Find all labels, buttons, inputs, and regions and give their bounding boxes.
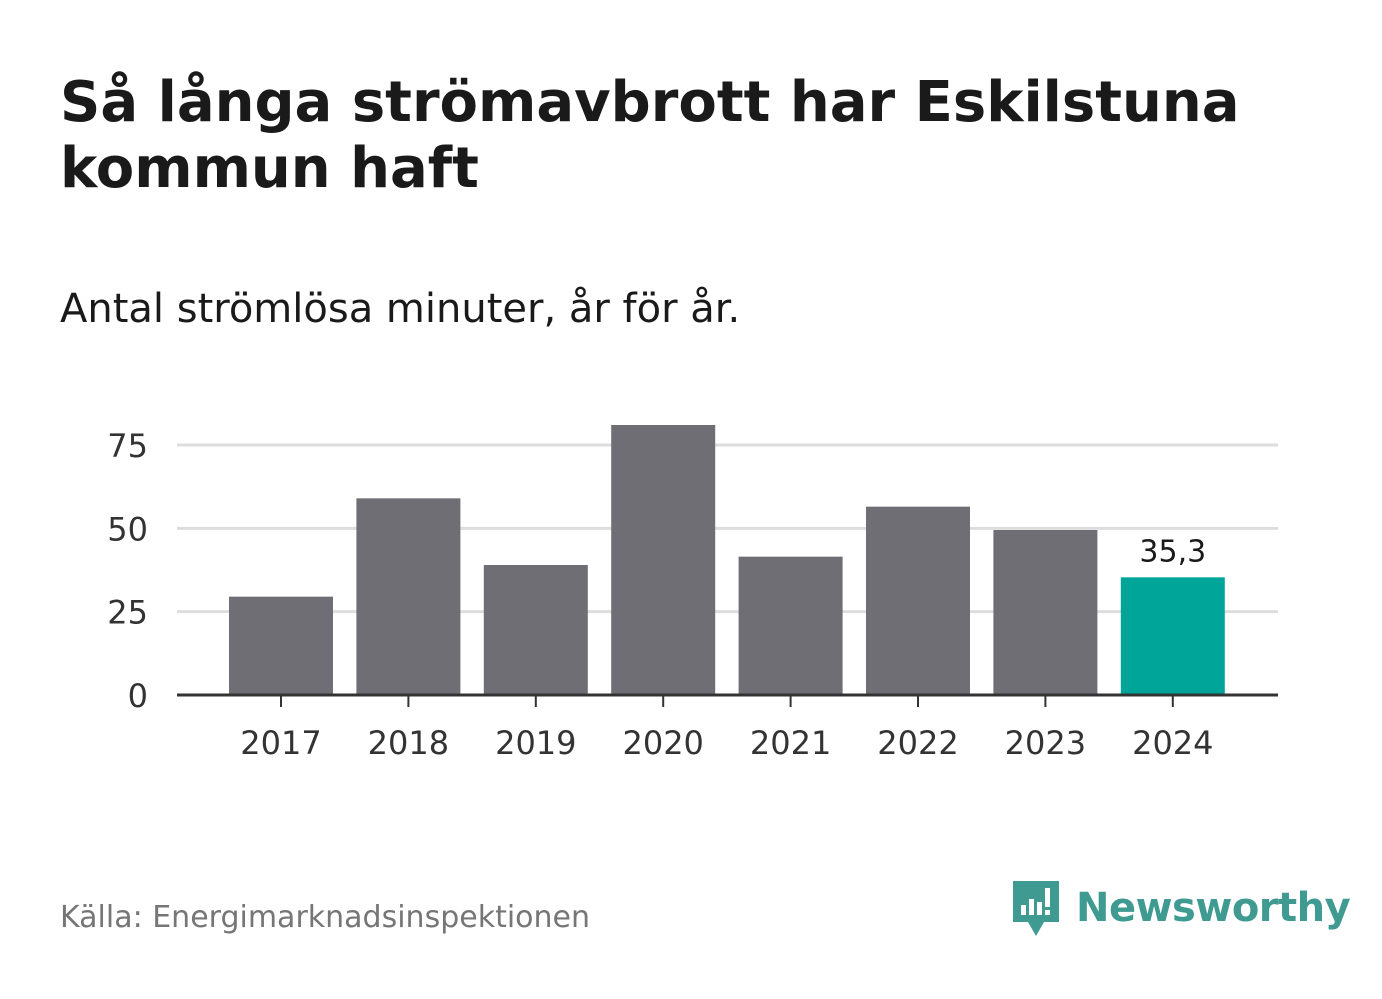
bar-2018 — [356, 498, 461, 695]
data-label: 35,3 — [1139, 534, 1206, 569]
y-tick-label: 50 — [107, 510, 148, 548]
labels: 0 25 50 75 2017 2018 2019 2020 2021 2022 2023 2024 3… — [107, 427, 1278, 762]
chart-subtitle: Antal strömlösa minuter, år för år. — [60, 286, 741, 332]
newsworthy-logo-icon — [1013, 881, 1059, 936]
x-tick-label: 2018 — [368, 724, 449, 762]
x-tick-label: 2020 — [622, 724, 703, 762]
bar-2023 — [993, 530, 1098, 695]
bar-2022 — [866, 506, 970, 695]
x-tick-label: 2024 — [1132, 724, 1213, 762]
bar-2024 — [1120, 577, 1225, 695]
chart-title: Så långa strömavbrott har Eskilstuna kom… — [60, 70, 1240, 201]
x-tick-label: 2017 — [240, 724, 321, 762]
x-tick-label: 2023 — [1005, 724, 1086, 762]
bar-2017 — [229, 596, 333, 695]
x-tick-label: 2022 — [877, 724, 958, 762]
bars — [229, 425, 1225, 695]
x-tick-label: 2019 — [495, 724, 576, 762]
brand-logo: Newsworthy — [1010, 878, 1351, 938]
bar-chart: 0 25 50 75 2017 2018 2019 2020 2021 2022 2023 2024 3… — [107, 425, 1278, 762]
source-note: Källa: Energimarknadsinspektionen — [60, 900, 591, 935]
bar-2021 — [738, 556, 843, 695]
y-tick-label: 75 — [107, 427, 148, 465]
bar-2019 — [483, 565, 588, 695]
x-tick-label: 2021 — [750, 724, 831, 762]
y-tick-label: 0 — [128, 677, 148, 715]
bar-2020 — [611, 425, 716, 695]
y-tick-label: 25 — [107, 594, 148, 632]
grid-lines — [177, 443, 1278, 614]
brand-name: Newsworthy — [1076, 885, 1351, 931]
